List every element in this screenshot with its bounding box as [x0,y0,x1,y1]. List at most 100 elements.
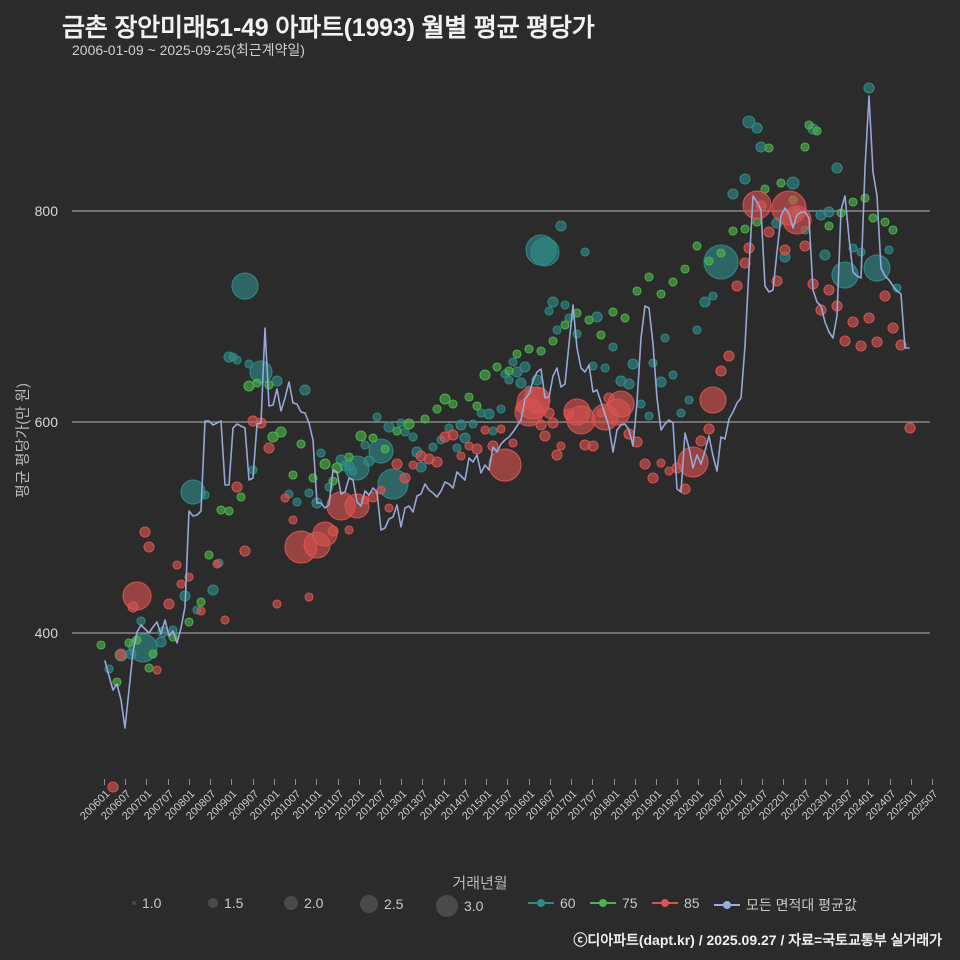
x-tick-mark [231,779,233,785]
legend-series-label: 모든 면적대 평균값 [746,897,857,913]
data-point [742,115,756,129]
data-point [547,296,559,308]
data-point [723,350,735,362]
data-point [267,431,279,443]
data-point [439,393,451,405]
data-point [448,399,458,409]
data-point [584,315,594,325]
data-point [288,470,298,480]
data-point [504,375,514,385]
x-tick-mark [337,779,339,785]
data-point [408,432,418,442]
data-point [799,240,811,252]
data-point [679,483,691,495]
legend-series-label: 60 [560,895,576,911]
chart-subtitle: 2006-01-09 ~ 2025-09-25(최근계약일) [72,42,305,58]
data-point [608,342,618,352]
data-point [543,407,555,419]
data-point [275,426,287,438]
data-point [304,592,314,602]
data-point [288,515,298,525]
legend-series-item-75[interactable]: 75 [590,895,638,911]
data-point [327,525,339,537]
data-point [391,458,403,470]
data-point [403,418,415,430]
data-point [731,280,743,292]
data-point [692,241,702,251]
data-point [856,247,866,257]
data-point [472,401,482,411]
data-point [184,617,194,627]
data-point [868,213,878,223]
data-point [632,286,642,296]
data-point [107,781,119,793]
legend-size-item[interactable]: 1.5 [208,895,243,911]
x-tick-mark [486,779,488,785]
x-tick-mark [656,779,657,785]
legend-line-marker-icon [714,901,740,909]
legend-series-item-85[interactable]: 85 [652,895,700,911]
y-tick-label: 400 [34,625,58,641]
x-tick-mark [316,779,318,785]
x-tick-mark [443,779,445,785]
legend-size-dot-icon [436,895,458,917]
data-point [96,640,106,650]
x-tick-mark [698,779,700,785]
data-point [376,485,386,495]
data-point [488,448,522,482]
data-point [699,296,711,308]
data-point [823,284,835,296]
x-tick-mark [167,779,169,785]
data-point [715,365,727,377]
data-point [515,377,527,389]
data-point [539,430,551,442]
legend-size-item[interactable]: 2.0 [284,895,323,911]
x-tick-mark [273,779,275,785]
x-tick-mark [507,779,509,785]
data-point [763,226,775,238]
data-point [636,399,646,409]
data-point [888,225,898,235]
data-point [252,378,262,388]
data-point [823,206,835,218]
data-point [139,526,151,538]
x-tick-mark [188,779,190,785]
data-point [299,384,311,396]
data-point [660,333,670,343]
legend-size-item[interactable]: 1.0 [132,895,161,911]
x-tick-mark [592,779,594,785]
data-point [344,452,354,462]
data-point [863,82,875,94]
data-point [496,404,506,414]
legend-series-item-60[interactable]: 60 [528,895,576,911]
data-point [272,599,282,609]
data-point [204,550,214,560]
data-point [776,178,786,188]
data-point [535,419,547,431]
x-tick-mark [252,779,254,785]
data-point [519,361,531,373]
data-point [271,375,283,387]
data-point [555,220,567,232]
data-point [264,380,274,390]
data-point [764,143,774,153]
data-point [479,369,491,381]
legend-size-label: 2.0 [304,895,324,911]
data-point [551,449,563,461]
legend-size-item[interactable]: 2.5 [360,895,403,913]
legend-size-item[interactable]: 3.0 [436,895,483,917]
data-point [695,435,707,447]
data-point [432,404,442,414]
data-point [703,244,739,280]
page-title: 금촌 장안미래51-49 아파트(1993) 월별 평균 평당가 [62,14,595,42]
x-tick-mark [889,779,891,785]
x-tick-mark [104,779,105,785]
data-point [328,476,338,486]
data-point [668,277,678,287]
legend-series-item-모든 면적대 평균값[interactable]: 모든 면적대 평균값 [714,895,857,915]
data-point [716,248,726,258]
data-point [782,205,812,235]
data-point [656,458,666,468]
data-point [727,188,739,200]
